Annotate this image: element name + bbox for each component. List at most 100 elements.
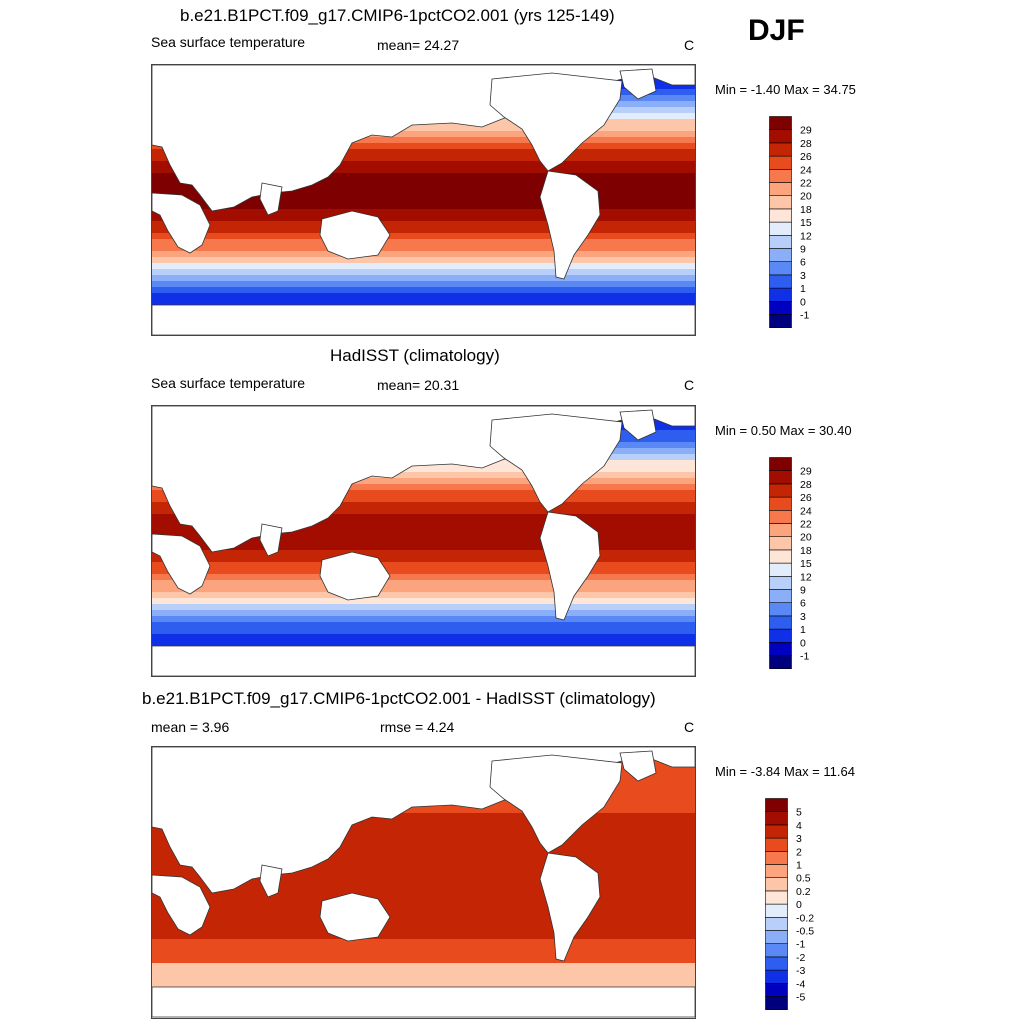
colorbar-box [769, 509, 792, 524]
colorbar-box [765, 824, 788, 839]
colorbar-tick-label: 29 [800, 125, 812, 137]
colorbar-box [769, 314, 792, 328]
continent-outline [539, 511, 601, 621]
colorbar-tick-label: 22 [800, 519, 812, 531]
colorbar-tick-label: 6 [800, 257, 806, 269]
sst-band [152, 269, 695, 276]
sst-band [152, 466, 695, 473]
colorbar-tick-label: 20 [800, 532, 812, 544]
sst-band [152, 909, 695, 916]
colorbar-tick-label: 26 [800, 151, 812, 163]
continent-outline [152, 304, 695, 335]
sst-band [152, 161, 695, 168]
sst-band [152, 275, 695, 282]
colorbar-tick-label: 9 [800, 585, 806, 597]
colorbar-tick-label: 24 [800, 505, 812, 517]
colorbar-box [769, 261, 792, 276]
sst-band [152, 556, 695, 563]
colorbar-box [765, 811, 788, 826]
colorbar-tick-label: -2 [796, 952, 805, 964]
colorbar-box [769, 576, 792, 590]
sst-band [152, 921, 695, 928]
continent-outline [619, 68, 657, 100]
sst-band [152, 478, 695, 485]
colorbar-tick-label: 3 [800, 270, 806, 282]
colorbar-box [765, 917, 788, 931]
panel-1-minmax: Min = -1.40 Max = 34.75 [715, 82, 856, 97]
colorbar-box [769, 628, 792, 643]
colorbar-tick-label: 6 [800, 598, 806, 610]
sst-band [152, 903, 695, 910]
sst-band [152, 514, 695, 521]
sst-band [152, 173, 695, 180]
panel-2-units-label: C [684, 377, 695, 393]
colorbar-tick-label: 0.2 [796, 886, 811, 898]
colorbar-tick-label: 1 [796, 860, 802, 872]
colorbar-box [769, 221, 792, 236]
sst-band [152, 532, 695, 539]
colorbar-box [769, 589, 792, 603]
sst-band [152, 131, 695, 138]
colorbar-box [769, 562, 792, 577]
sst-band [152, 586, 695, 593]
panel-1-units-label: C [684, 37, 695, 53]
colorbar-box [769, 155, 792, 170]
colorbar-tick-label: -0.5 [796, 926, 814, 938]
sst-band [152, 640, 695, 647]
sst-band [152, 837, 695, 844]
sst-band [152, 891, 695, 898]
sst-band [152, 155, 695, 162]
continent-outline [319, 892, 391, 942]
sst-band [152, 981, 695, 988]
sst-band [152, 873, 695, 880]
colorbar-box [769, 195, 792, 210]
sst-band [152, 592, 695, 599]
panel-2-minmax: Min = 0.50 Max = 30.40 [715, 423, 852, 438]
colorbar-box [765, 956, 788, 971]
continent-outline [539, 170, 601, 280]
colorbar-tick-label: -1 [796, 939, 805, 951]
panel-3-units-label: C [684, 719, 695, 735]
continent-outline [319, 551, 391, 601]
sst-band [152, 939, 695, 946]
colorbar-tick-label: 28 [800, 138, 812, 150]
colorbar-box [765, 877, 788, 892]
sst-band [152, 484, 695, 491]
colorbar-tick-label: 1 [800, 283, 806, 295]
colorbar-box [765, 930, 788, 944]
panel-1-mean-label: mean= 24.27 [377, 37, 460, 53]
sst-band [152, 634, 695, 641]
sst-band [152, 496, 695, 503]
sst-band [152, 957, 695, 964]
continent-outline [152, 192, 211, 254]
sst-band [152, 885, 695, 892]
colorbar-tick-label: 9 [800, 244, 806, 256]
sst-band [152, 281, 695, 288]
panel-2-map [151, 405, 696, 677]
colorbar-tick-label: 0 [800, 296, 806, 308]
sst-band [152, 233, 695, 240]
colorbar-tick-label: 0 [800, 637, 806, 649]
sst-band [152, 251, 695, 258]
colorbar-box [769, 274, 792, 289]
sst-band [152, 807, 695, 814]
panel-2-mean-label: mean= 20.31 [377, 377, 460, 393]
continent-outline [489, 72, 623, 172]
colorbar-box [765, 903, 788, 918]
colorbar-tick-label: -1 [800, 310, 809, 322]
sst-band [152, 610, 695, 617]
sst-band [152, 137, 695, 144]
continent-outline [152, 533, 211, 595]
colorbar-tick-label: 2 [796, 846, 802, 858]
sst-band [152, 293, 695, 300]
colorbar-box [765, 996, 788, 1010]
continent-outline [619, 750, 657, 782]
sst-band [152, 520, 695, 527]
continent-outline [539, 852, 601, 962]
sst-band [152, 257, 695, 264]
sst-band [152, 490, 695, 497]
sst-band [152, 287, 695, 294]
panel-3-title: b.e21.B1PCT.f09_g17.CMIP6-1pctCO2.001 - … [142, 689, 656, 708]
continent-outline [152, 874, 211, 936]
colorbar-box [765, 864, 788, 878]
